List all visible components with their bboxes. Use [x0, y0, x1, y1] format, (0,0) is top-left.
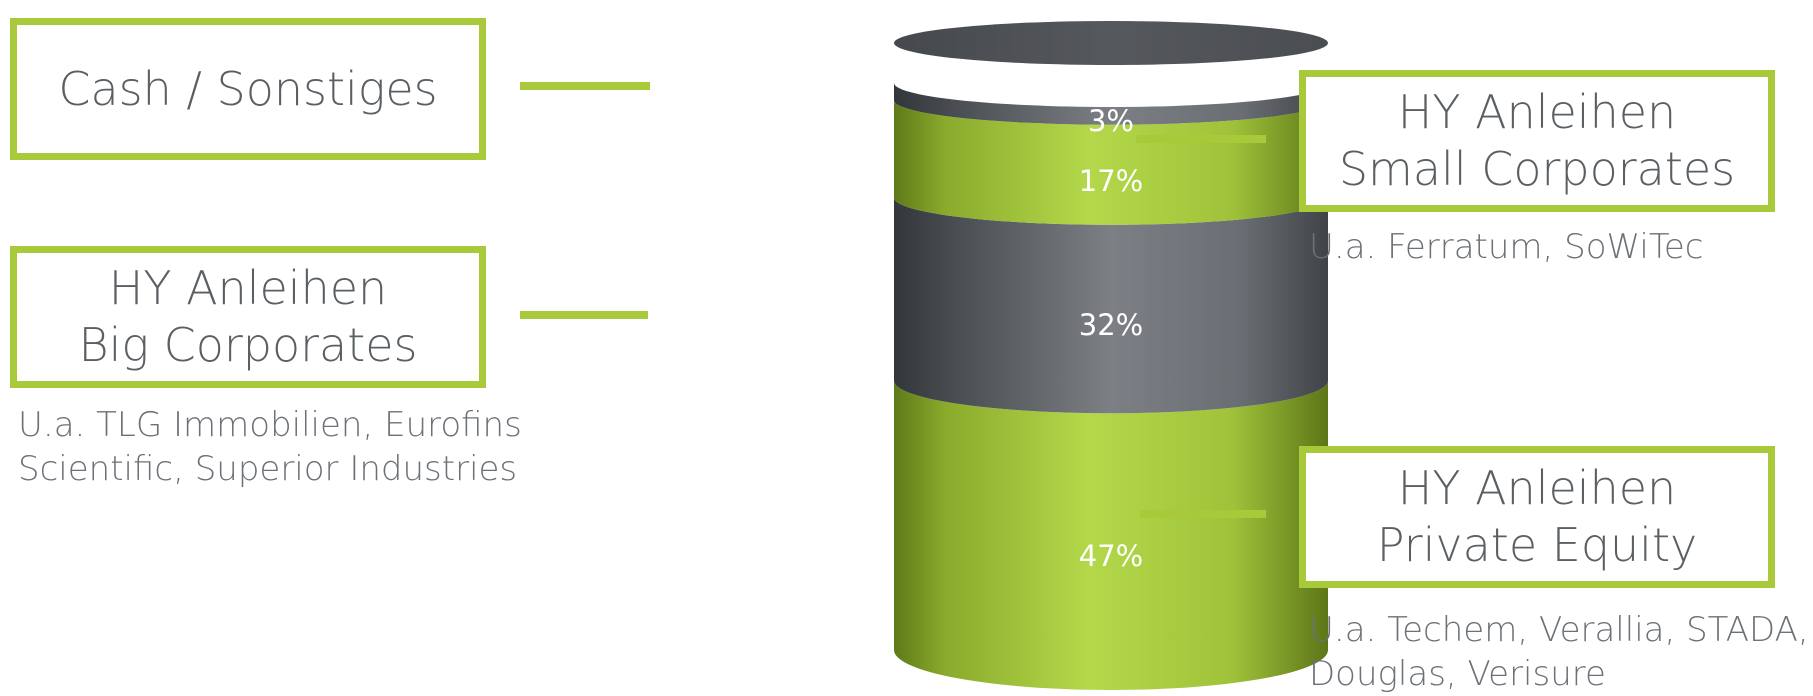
value-label-cash-sonstiges: 3%: [1088, 104, 1134, 138]
big-corporates-box: HY Anleihen Big Corporates: [10, 246, 486, 388]
small-corporates-note-line1: U.a. Ferratum, SoWiTec: [1309, 227, 1704, 267]
private-equity-note-line2: Douglas, Verisure: [1309, 654, 1606, 694]
private-equity-note: U.a. Techem, Verallia, STADA, Douglas, V…: [1309, 608, 1809, 696]
value-label-big-corporates: 32%: [1079, 308, 1143, 342]
cash-connector-line: [520, 82, 650, 90]
private-equity-box: HY Anleihen Private Equity: [1299, 446, 1775, 588]
value-label-private-equity: 47%: [1079, 539, 1143, 573]
cylinder-segment-private-equity: [894, 380, 1328, 690]
private-equity-connector-line: [1140, 510, 1266, 518]
small-corporates-note: U.a. Ferratum, SoWiTec: [1309, 225, 1703, 269]
private-equity-note-line1: U.a. Techem, Verallia, STADA,: [1309, 610, 1809, 650]
private-equity-label-line2: Private Equity: [1376, 518, 1698, 572]
big-corporates-note-line1: U.a. TLG Immobilien, Eurofins: [18, 405, 522, 445]
cash-sonstiges-label: Cash / Sonstiges: [58, 61, 438, 116]
small-corporates-connector-line: [1136, 135, 1266, 143]
big-corporates-connector-line: [520, 311, 648, 319]
cylinder-segment-small-corporates: [894, 100, 1328, 225]
big-corporates-label-line1: HY Anleihen: [108, 261, 388, 315]
small-corporates-box: HY Anleihen Small Corporates: [1299, 70, 1775, 212]
cylinder-segment-big-corporates: [894, 197, 1328, 414]
value-label-small-corporates: 17%: [1079, 164, 1143, 198]
big-corporates-label-line2: Big Corporates: [78, 318, 418, 372]
cash-sonstiges-box: Cash / Sonstiges: [10, 18, 486, 160]
small-corporates-label-line1: HY Anleihen: [1397, 85, 1677, 139]
cylinder-segment-cash-sonstiges: [894, 83, 1328, 125]
cylinder-top: [894, 21, 1328, 65]
big-corporates-note-line2: Scientific, Superior Industries: [18, 449, 518, 489]
big-corporates-note: U.a. TLG Immobilien, Eurofins Scientific…: [18, 403, 522, 491]
private-equity-label-line1: HY Anleihen: [1397, 461, 1677, 515]
small-corporates-label-line2: Small Corporates: [1338, 142, 1736, 196]
